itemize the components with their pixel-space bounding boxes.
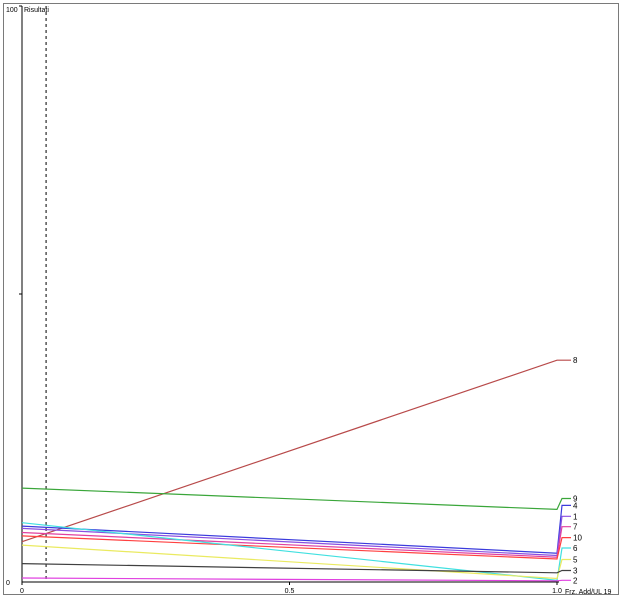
series-line-4 bbox=[21, 504, 571, 554]
series-line-8 bbox=[21, 359, 571, 543]
series-line-3 bbox=[21, 563, 571, 574]
x-tick-label: 0.5 bbox=[285, 588, 295, 595]
labels-layer: 8 94 1 7 106 532 bbox=[573, 356, 582, 585]
x-tick-label: 0 bbox=[20, 588, 24, 595]
series-line-2 bbox=[21, 577, 571, 582]
y-axis-label: Risultati bbox=[24, 7, 49, 14]
series-line-5 bbox=[21, 544, 571, 580]
axes-layer: 0 0.5 1.0 0 100 Risultati Frz. Add/UL 19 bbox=[6, 5, 612, 596]
series-line-7 bbox=[21, 526, 571, 558]
series-line-9 bbox=[21, 487, 571, 511]
series-label-10: 10 bbox=[573, 534, 582, 543]
series-label-6: 6 bbox=[573, 544, 578, 553]
series-label-8: 8 bbox=[573, 356, 578, 365]
series-label-4: 4 bbox=[573, 501, 578, 510]
x-axis-label: Frz. Add/UL 19 bbox=[565, 589, 612, 596]
series-label-7: 7 bbox=[573, 523, 578, 532]
series-line-10 bbox=[21, 535, 571, 560]
series-line-1 bbox=[21, 515, 571, 557]
y-tick-label: 0 bbox=[6, 580, 10, 587]
series-label-5: 5 bbox=[573, 556, 578, 565]
series-label-2: 2 bbox=[573, 576, 578, 585]
series-label-9: 9 bbox=[573, 494, 578, 503]
chart-svg: 0 0.5 1.0 0 100 Risultati Frz. Add/UL 19 8 94 1 7… bbox=[6, 5, 612, 596]
y-tick-label: 100 bbox=[6, 7, 18, 14]
x-tick-label: 1.0 bbox=[552, 588, 562, 595]
series-line-6 bbox=[21, 522, 571, 581]
series-label-1: 1 bbox=[573, 512, 578, 521]
series-layer bbox=[21, 359, 571, 582]
series-label-3: 3 bbox=[573, 566, 578, 575]
